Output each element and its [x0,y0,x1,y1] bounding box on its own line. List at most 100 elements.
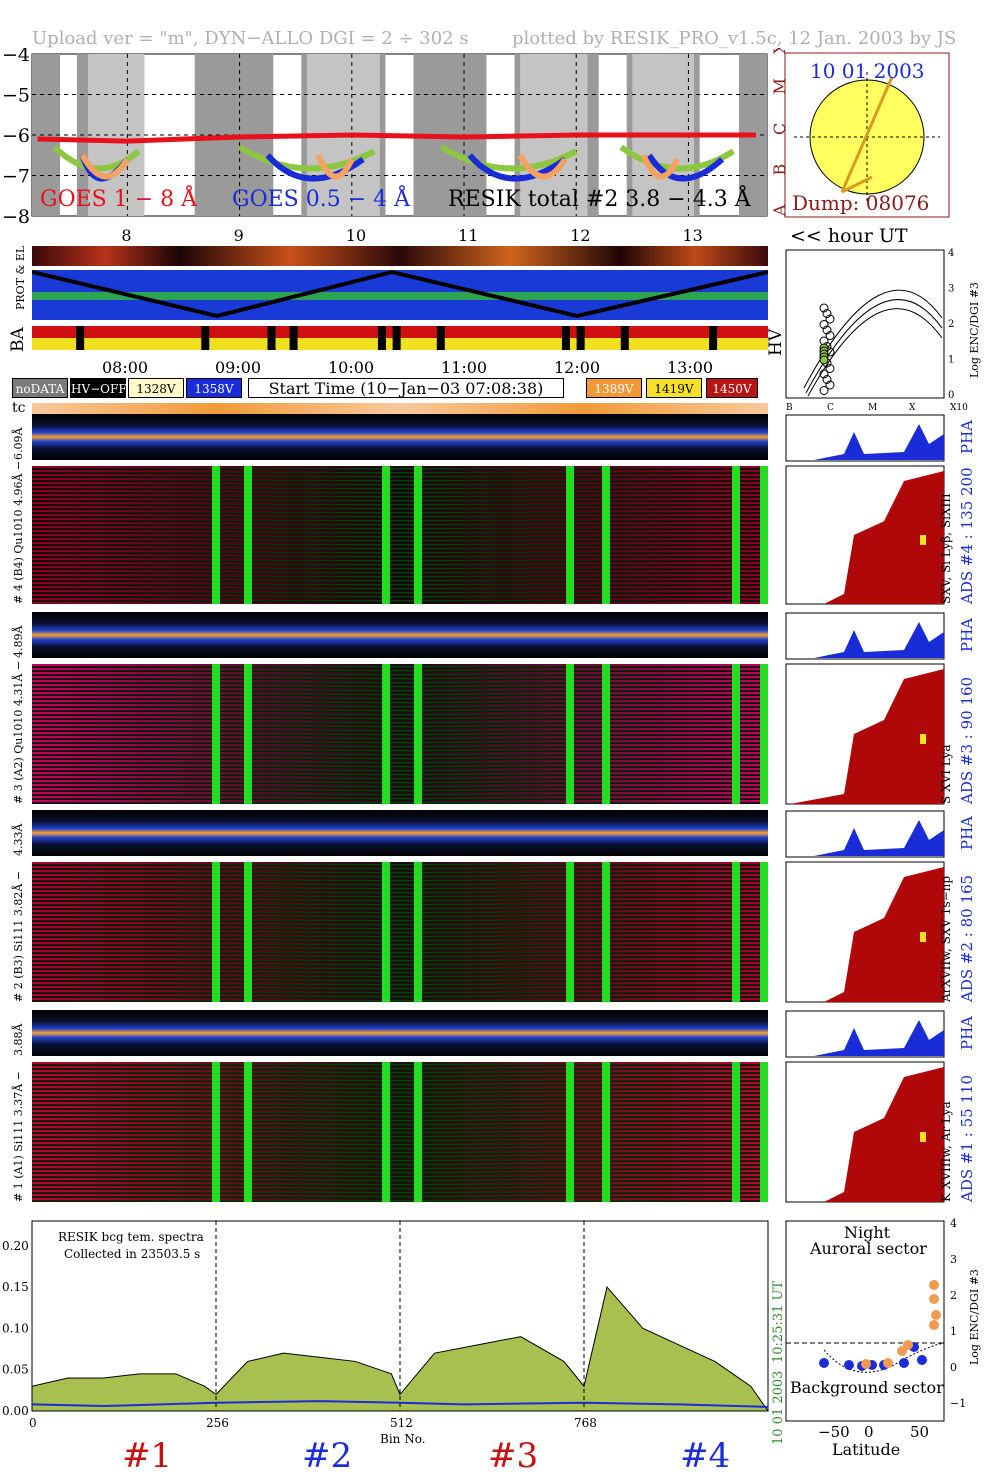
lat-point-orange [861,1359,871,1369]
legend-1450v: 1450V [706,378,758,398]
legend-hvoff: HV−OFF [70,378,127,398]
time-tick: 12:00 [554,358,601,377]
ba-gap [392,326,401,350]
pha-strip-3 [32,612,768,658]
channel-label-3: # 3 (A2) Qu1010 4.31Å − [12,661,25,804]
goes-curves [37,132,756,182]
hv-off-band [212,664,220,804]
class-letter: M [770,78,789,94]
ba-gaps [76,326,718,350]
bottom-ytick: 0.15 [2,1280,29,1294]
ads-hist [824,867,944,1002]
goes18-curve [37,132,756,144]
lat-ytick: 2 [950,1289,957,1302]
spectrogram-3 [32,664,768,804]
legend-nodata: noDATA [12,378,68,398]
goes-ytick: −8 [2,206,30,228]
lat-point-orange [929,1294,939,1304]
ion-label-1: K XVIIIw, Ar Lya [939,1101,953,1202]
hv-ytick: 0 [948,390,954,401]
resik-orange-arc [79,153,130,180]
time-tick: 08:00 [102,358,149,377]
goes-y-ticks: −4 −5 −6 −7 −8 [2,48,30,228]
pha-label-2: PHA [958,816,976,850]
pha-hist [814,820,944,856]
background-spectrum-plot: 0.20 0.15 0.10 0.05 0.00 0 256 512 768 RESIK bc… [2,1220,786,1476]
hv-point [819,386,829,395]
legend-start-time: Start Time (10−Jan−03 07:08:38) [248,378,564,398]
ba-gap [576,326,585,350]
pha-hist [814,424,944,460]
histogram-panel-1: PHA ADS #1 : 55 110 K XVIIIw, Ar Lya [785,1010,976,1203]
class-letter: A [770,204,789,217]
resik-green-arc [440,144,578,172]
hv-off-band [382,466,390,604]
goes-hour-tick: 11 [458,226,479,245]
bottom-ytick: 0.05 [2,1363,29,1377]
hv-ytick: 1 [948,355,954,366]
hv-ytick: 4 [948,248,954,259]
goes-hour-tick: 8 [121,226,132,245]
ion-label-4: SXV, Si Lyβ, SiXIII [939,493,953,604]
hv-point [825,314,835,324]
resik-orange-arc [640,154,680,180]
hv-off-band [760,466,768,604]
hv-xtick: B [786,403,793,413]
map-land [32,292,768,300]
bottom-y-ticks: 0.20 0.15 0.10 0.05 0.00 [2,1239,29,1418]
flare-class-letters: X M C B A [770,48,789,217]
pha-strip-1 [32,1010,768,1056]
hv-xtick: M [868,403,877,413]
goes-hour-tick: 13 [682,226,703,245]
lat-title-1: Night [844,1223,891,1242]
hv-ylabel: Log ENC/DGI #3 [968,282,981,378]
lat-xlabel: Latitude [832,1440,900,1459]
lat-xtick: 0 [864,1423,874,1441]
pha-wavelength-4: 6.09Å [12,427,25,460]
hv-off-band [212,862,220,1002]
ads-marker [920,1132,926,1142]
class-letter: X [770,48,789,54]
hv-point [822,375,832,384]
ads-hist [824,1067,944,1202]
time-tick: 10:00 [328,358,375,377]
ads-label-2: ADS #2 : 80 165 [958,875,976,1003]
dump-number: Dump: 08076 [792,191,929,215]
lat-ytick: 4 [950,1217,957,1230]
lat-point-orange [931,1310,941,1320]
lat-point-blue [819,1358,829,1368]
ba-label: BA [8,327,28,352]
bottom-xtick: 768 [574,1416,597,1430]
prot-heat-strip [32,246,768,266]
goes054-arc [646,153,725,182]
resik-orange-arc [517,153,568,180]
hv-xtick: C [827,403,834,413]
hv-point [822,309,832,318]
hv-label: HV [766,328,786,356]
hv-off-band [244,466,252,604]
goes-ytick: −7 [2,166,30,188]
class-letter: C [770,123,789,135]
bottom-x-ticks: 0 256 512 768 [29,1416,597,1430]
lat-ytick: −1 [950,1397,966,1410]
legend-1328v: 1328V [128,378,184,398]
time-tick: 11:00 [441,358,488,377]
lat-frame [785,1220,945,1422]
channel-label-1: # 1 (A1) Si111 3.37Å − [12,1071,25,1202]
pha-label-1: PHA [958,1016,976,1050]
goes-ytick: −6 [2,125,30,147]
ads-label-1: ADS #1 : 55 110 [958,1075,976,1203]
time-tick: 13:00 [667,358,714,377]
hv-point [819,303,829,313]
pha-strip-2 [32,810,768,856]
lat-ytick: 1 [950,1325,957,1338]
bottom-xtick: 512 [390,1416,413,1430]
hv-off-band [732,862,740,1002]
ion-label-2: ArXVIIw, SXV 1s−np [939,876,953,1003]
tc-label: tc [12,400,26,416]
lat-ticks: −50 0 50 4 3 2 1 0 −1 [818,1217,966,1441]
lat-point-orange [883,1358,893,1368]
ion-label-3: S XVI Lya [939,745,953,805]
ba-gap [289,326,298,350]
resik-total-label: RESIK total #2 3.8 − 4.3 Å [448,184,752,212]
